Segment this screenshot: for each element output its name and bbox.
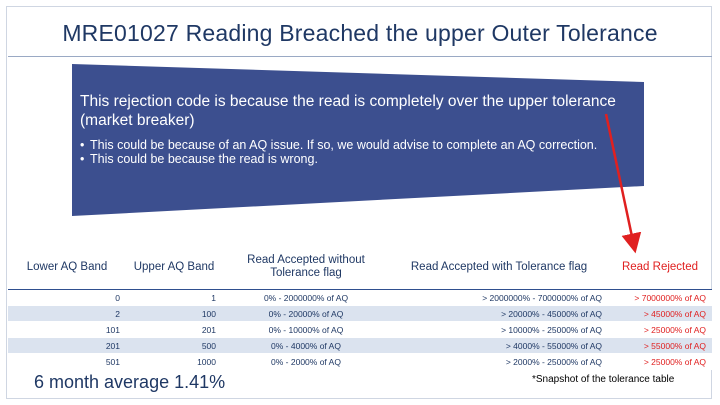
cell-rejected: > 7000000% of AQ	[608, 289, 712, 306]
table-row: 501 1000 0% - 2000% of AQ > 2000% - 2500…	[8, 353, 712, 370]
cell-rejected: > 25000% of AQ	[608, 353, 712, 370]
cell-lower-aq: 201	[8, 337, 126, 354]
callout-heading: This rejection code is because the read …	[80, 93, 616, 129]
cell-upper-aq: 201	[126, 321, 222, 338]
cell-lower-aq: 501	[8, 353, 126, 370]
col-header-rejected: Read Rejected	[608, 245, 712, 290]
cell-rejected: > 55000% of AQ	[608, 337, 712, 354]
tolerance-table: Lower AQ Band Upper AQ Band Read Accepte…	[8, 245, 712, 370]
slide-frame	[6, 6, 712, 399]
cell-upper-aq: 500	[126, 337, 222, 354]
table-row: 2 100 0% - 20000% of AQ > 20000% - 45000…	[8, 305, 712, 322]
cell-upper-aq: 100	[126, 305, 222, 322]
cell-no-flag: 0% - 2000000% of AQ	[222, 289, 390, 306]
cell-with-flag: > 2000000% - 7000000% of AQ	[390, 289, 608, 306]
cell-lower-aq: 0	[8, 289, 126, 306]
cell-with-flag: > 4000% - 55000% of AQ	[390, 337, 608, 354]
col-header-upper-aq: Upper AQ Band	[126, 245, 222, 290]
table-row: 101 201 0% - 10000% of AQ > 10000% - 250…	[8, 321, 712, 338]
cell-rejected: > 25000% of AQ	[608, 321, 712, 338]
table-header-row: Lower AQ Band Upper AQ Band Read Accepte…	[8, 245, 712, 290]
cell-lower-aq: 101	[8, 321, 126, 338]
callout-bullets: This could be because of an AQ issue. If…	[80, 138, 620, 166]
slide-title: MRE01027 Reading Breached the upper Oute…	[62, 20, 658, 46]
cell-with-flag: > 20000% - 45000% of AQ	[390, 305, 608, 322]
cell-no-flag: 0% - 10000% of AQ	[222, 321, 390, 338]
average-label: 6 month average 1.41%	[34, 372, 226, 392]
cell-rejected: > 45000% of AQ	[608, 305, 712, 322]
cell-no-flag: 0% - 20000% of AQ	[222, 305, 390, 322]
col-header-no-flag: Read Accepted without Tolerance flag	[222, 245, 390, 290]
cell-with-flag: > 2000% - 25000% of AQ	[390, 353, 608, 370]
cell-lower-aq: 2	[8, 305, 126, 322]
table-row: 201 500 0% - 4000% of AQ > 4000% - 55000…	[8, 337, 712, 354]
title-divider	[8, 56, 712, 57]
cell-no-flag: 0% - 4000% of AQ	[222, 337, 390, 354]
callout-bullet: This could be because the read is wrong.	[80, 152, 620, 166]
callout-bullet: This could be because of an AQ issue. If…	[80, 138, 620, 152]
cell-upper-aq: 1	[126, 289, 222, 306]
cell-upper-aq: 1000	[126, 353, 222, 370]
col-header-with-flag: Read Accepted with Tolerance flag	[390, 245, 608, 290]
cell-with-flag: > 10000% - 25000% of AQ	[390, 321, 608, 338]
snapshot-note: *Snapshot of the tolerance table	[532, 374, 675, 385]
table-row: 0 1 0% - 2000000% of AQ > 2000000% - 700…	[8, 289, 712, 306]
cell-no-flag: 0% - 2000% of AQ	[222, 353, 390, 370]
col-header-lower-aq: Lower AQ Band	[8, 245, 126, 290]
